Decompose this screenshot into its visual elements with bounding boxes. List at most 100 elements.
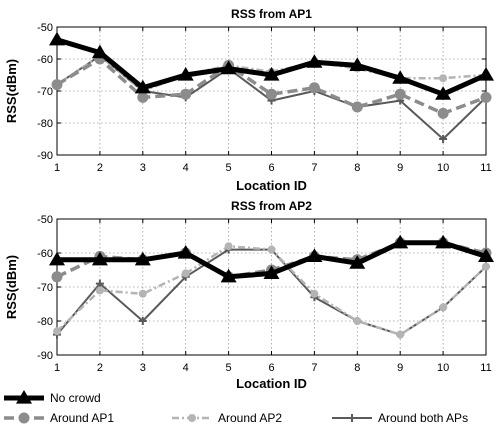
- y-axis-label: RSS(dBm): [4, 255, 19, 319]
- data-point: [435, 86, 452, 100]
- data-point: [51, 79, 63, 91]
- legend: No crowd Around AP1 Around AP2 Around both …: [4, 390, 468, 425]
- data-point: [95, 286, 104, 295]
- y-tick-label: -80: [37, 118, 53, 130]
- x-tick-label: 8: [354, 162, 360, 174]
- data-point: [310, 289, 319, 298]
- y-tick-label: -90: [37, 150, 53, 162]
- x-tick-label: 9: [397, 162, 403, 174]
- x-tick-label: 6: [268, 162, 274, 174]
- data-point: [480, 91, 492, 103]
- data-point: [396, 330, 405, 339]
- x-tick-label: 3: [140, 162, 146, 174]
- data-point: [177, 67, 194, 81]
- y-tick-label: -90: [37, 350, 53, 362]
- data-point: [353, 317, 362, 325]
- data-point: [224, 242, 233, 251]
- data-point: [138, 289, 147, 298]
- y-tick-label: -60: [37, 54, 53, 66]
- data-point: [478, 67, 494, 81]
- data-point: [394, 88, 406, 100]
- legend-item: No crowd: [4, 390, 101, 405]
- data-point: [435, 234, 452, 249]
- legend-label: Around both APs: [378, 411, 468, 425]
- legend-swatch-marker: [16, 390, 32, 404]
- data-point: [439, 303, 448, 312]
- data-point: [478, 248, 494, 262]
- data-point: [220, 60, 237, 75]
- data-point: [392, 70, 409, 84]
- x-tick-label: 5: [226, 162, 232, 174]
- x-tick-label: 8: [354, 362, 360, 374]
- legend-swatch-marker: [18, 412, 30, 424]
- legend-label: Around AP1: [50, 411, 114, 425]
- x-tick-label: 11: [480, 162, 491, 174]
- data-point: [49, 31, 65, 46]
- data-point: [439, 74, 448, 83]
- data-point: [392, 234, 409, 249]
- x-tick-label: 4: [183, 162, 189, 174]
- y-tick-label: -70: [37, 282, 53, 294]
- y-tick-label: -60: [37, 248, 53, 260]
- chart-title: RSS from AP2: [231, 199, 312, 213]
- data-point: [134, 251, 151, 266]
- y-tick-label: -50: [37, 22, 53, 34]
- x-tick-label: 6: [268, 362, 274, 374]
- x-axis-label: Location ID: [236, 376, 307, 391]
- y-axis-label: RSS(dBm): [4, 59, 19, 123]
- x-tick-label: 7: [311, 362, 317, 374]
- data-point: [306, 248, 323, 262]
- data-point: [263, 67, 280, 81]
- data-point: [91, 44, 108, 59]
- x-tick-label: 2: [97, 362, 103, 374]
- data-point: [220, 268, 237, 283]
- data-point: [437, 107, 449, 119]
- series-no-crowd: [49, 31, 494, 100]
- legend-label: No crowd: [50, 391, 101, 405]
- legend-item: Around AP2: [172, 411, 282, 425]
- data-point: [91, 251, 108, 266]
- x-tick-label: 4: [183, 362, 189, 374]
- x-tick-label: 10: [437, 362, 449, 374]
- x-tick-label: 10: [437, 162, 449, 174]
- data-point: [306, 54, 323, 68]
- x-tick-label: 1: [54, 162, 60, 174]
- x-tick-label: 2: [97, 162, 103, 174]
- x-tick-label: 7: [311, 162, 317, 174]
- chart-panel-1: 1 2 3 4 5 6 7 8 9 10 11 -50 -60 -70 -80 -90 RSS from AP1…: [4, 7, 494, 193]
- series-no-crowd: [49, 234, 494, 283]
- data-point: [266, 88, 277, 100]
- x-tick-label: 9: [397, 362, 403, 374]
- data-point: [349, 57, 366, 71]
- data-point: [181, 269, 190, 278]
- data-point: [180, 88, 192, 100]
- data-point: [263, 265, 280, 279]
- x-axis-label: Location ID: [236, 178, 307, 193]
- y-tick-label: -50: [37, 214, 53, 226]
- data-point: [137, 91, 149, 103]
- chart-title: RSS from AP1: [231, 7, 312, 21]
- data-point: [134, 79, 151, 94]
- legend-label: Around AP2: [218, 411, 282, 425]
- legend-swatch-marker: [188, 414, 196, 422]
- data-point: [267, 245, 276, 254]
- legend-item: Around AP1: [4, 411, 114, 425]
- data-point: [482, 262, 490, 271]
- x-tick-label: 11: [480, 362, 491, 374]
- y-tick-label: -70: [37, 86, 53, 98]
- data-point: [49, 251, 65, 266]
- data-point: [177, 245, 194, 259]
- x-tick-label: 3: [140, 362, 146, 374]
- y-tick-label: -80: [37, 316, 53, 328]
- x-tick-label: 5: [226, 362, 232, 374]
- data-point: [51, 271, 63, 283]
- data-point: [53, 327, 61, 336]
- chart-panel-2: 1 2 3 4 5 6 7 8 9 10 11 -50 -60 -70 -80 -90 RSS from AP2…: [4, 199, 494, 391]
- x-tick-label: 1: [54, 362, 60, 374]
- series-around-ap2: [53, 242, 490, 339]
- data-point: [349, 255, 366, 269]
- legend-item: Around both APs: [332, 411, 468, 425]
- data-point: [351, 101, 363, 113]
